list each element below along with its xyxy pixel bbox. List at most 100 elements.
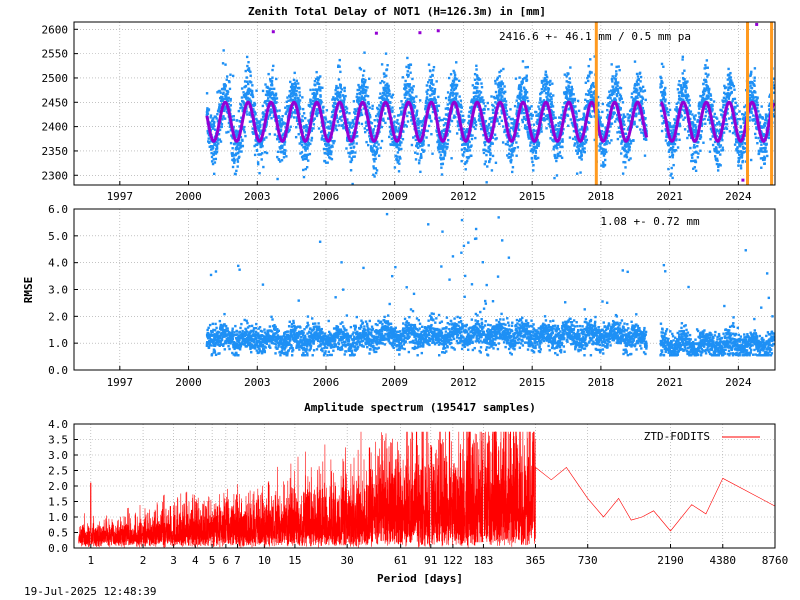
ztd-point [400,147,403,151]
ztd-point [213,143,216,146]
ztd-point [581,144,584,147]
ztd-point [288,104,291,108]
ztd-point [723,122,726,126]
ztd-point [528,114,531,117]
ztd-point [552,145,556,149]
ztd-point [287,99,290,102]
ztd-point [357,98,360,101]
ztd-point [611,75,614,78]
ztd-point [224,95,228,99]
ztd-point [544,114,548,118]
ztd-point [316,97,319,101]
ztd-point [548,99,552,102]
ztd-point [300,143,304,147]
ztd-point [355,131,359,134]
ztd-point [350,126,353,129]
ztd-point [527,135,530,138]
ztd-point [434,105,438,108]
ztd-point [294,111,297,115]
ztd-point [642,111,646,115]
ztd-point [720,137,723,140]
ztd-point [723,84,726,88]
ztd-point [325,126,328,129]
ztd-point [524,92,528,96]
ztd-point [544,92,548,95]
ztd-point [272,87,276,91]
ztd-point [693,131,696,134]
ztd-point [670,131,674,135]
ztd-point [567,80,570,84]
ztd-point [237,130,240,134]
ztd-point [577,145,580,148]
ztd-point [711,104,714,108]
ztd-point [589,90,593,94]
ztd-point [414,117,417,120]
ztd-point [467,155,471,159]
ztd-point [520,93,523,96]
ztd-point [535,121,538,124]
ztd-point [615,65,618,69]
ztd-point [541,118,544,122]
ztd-point [384,104,388,108]
ztd-point [290,115,293,118]
ztd-point [530,105,533,108]
ztd-point [388,130,392,133]
ztd-point [668,155,672,159]
ztd-point [371,147,374,150]
ztd-point [211,118,214,122]
ztd-point [512,123,516,126]
ztd-point [430,93,434,96]
ztd-point [659,75,662,79]
ztd-point [457,122,460,125]
ztd-point [544,104,547,108]
ztd-point [389,132,392,136]
ztd-point [612,88,616,91]
ztd-point [494,101,497,104]
ztd-point [315,77,318,81]
ztd-point [406,97,409,101]
ztd-point [360,86,363,89]
ztd-point [374,152,378,155]
ztd-point [600,132,604,136]
ztd-point [259,143,262,146]
ztd-point [464,131,467,134]
ztd-point [349,136,352,139]
ztd-point [387,88,391,91]
ztd-point [453,73,457,77]
ztd-point [408,85,411,88]
ztd-point [427,124,431,128]
ztd-point [670,172,673,176]
ztd-point [514,119,517,122]
ztd-point [291,84,294,87]
ztd-point [599,122,602,125]
ztd-point [489,126,492,130]
ztd-point [567,97,570,101]
ztd-point [223,87,227,91]
ztd-point [501,112,504,115]
ztd-point [300,140,303,144]
ztd-point [363,88,366,92]
ztd-point [411,77,414,81]
ztd-point [464,135,468,138]
ztd-point [485,153,488,157]
ztd-point [605,136,609,140]
ztd-point [525,78,529,82]
ztd-point [623,147,626,151]
ztd-point [335,116,338,119]
ztd-point [583,136,586,139]
ztd-point [223,107,227,110]
ztd-point [553,125,557,128]
ztd-point [379,92,382,95]
ztd-point [458,95,461,98]
ztd-point [627,116,631,119]
ztd-point [311,102,315,105]
ztd-point [607,134,611,137]
ztd-point [534,149,538,153]
ztd-point [397,122,400,125]
ztd-point [615,93,619,96]
ztd-point [727,97,731,100]
ztd-point [357,121,361,125]
ztd-point [397,114,401,117]
ztd-ytick-label: 2550 [42,48,69,61]
ztd-point [259,153,263,156]
